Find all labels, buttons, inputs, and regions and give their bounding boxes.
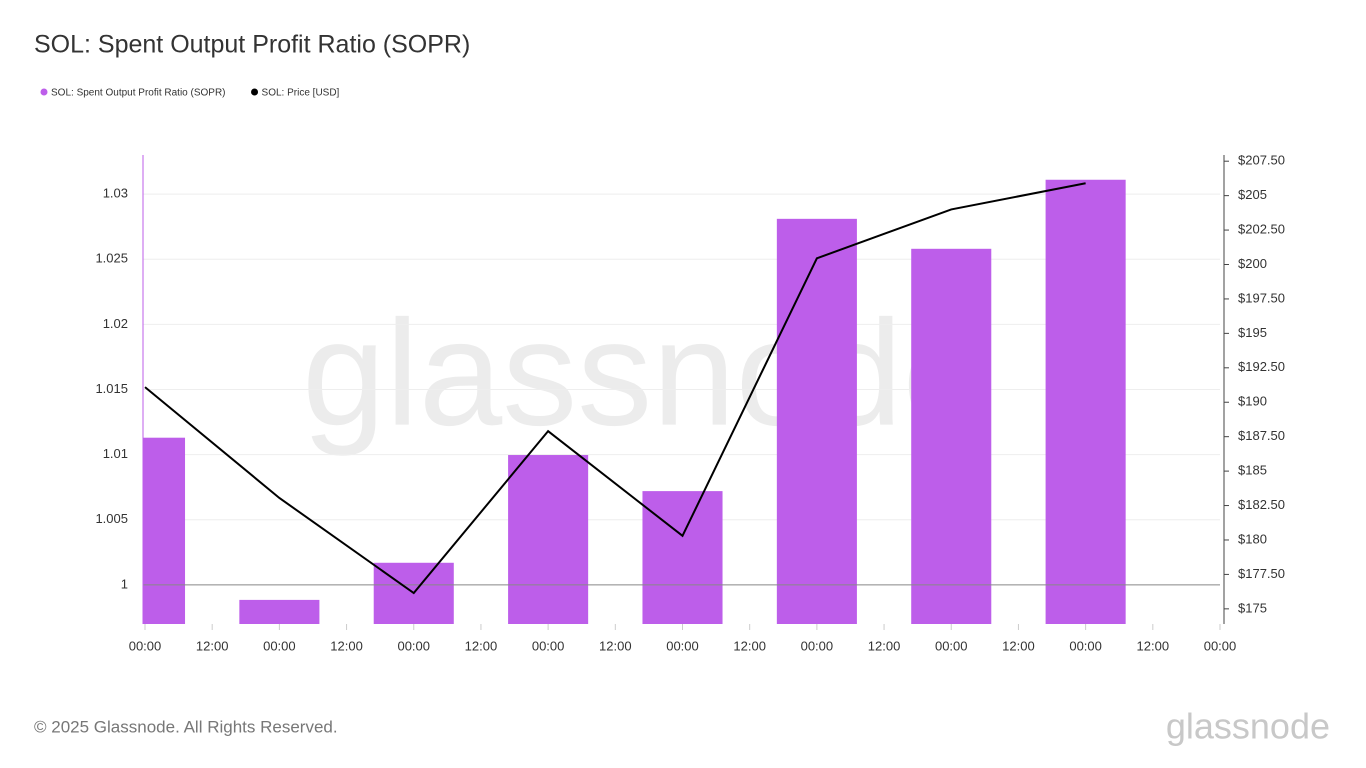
x-tick-label: 12:00 bbox=[465, 638, 498, 653]
x-tick-label: 12:00 bbox=[330, 638, 363, 653]
y-tick-label: 1.015 bbox=[95, 381, 128, 396]
bar bbox=[776, 218, 857, 624]
bar bbox=[508, 455, 589, 624]
y2-tick-label: $187.50 bbox=[1238, 428, 1285, 443]
y2-tick-label: $185 bbox=[1238, 463, 1267, 478]
bar bbox=[1045, 179, 1126, 624]
x-tick-label: 12:00 bbox=[1002, 638, 1035, 653]
y2-tick-label: $205 bbox=[1238, 187, 1267, 202]
bar bbox=[911, 248, 992, 624]
logo: glassnode bbox=[1166, 706, 1330, 747]
y2-tick-label: $192.50 bbox=[1238, 359, 1285, 374]
x-tick-label: 12:00 bbox=[733, 638, 766, 653]
legend-marker bbox=[251, 88, 259, 96]
x-tick-label: 12:00 bbox=[196, 638, 229, 653]
legend-marker bbox=[40, 88, 48, 96]
x-tick-label: 00:00 bbox=[1069, 638, 1102, 653]
y2-tick-label: $207.50 bbox=[1238, 153, 1285, 168]
y2-tick-label: $182.50 bbox=[1238, 497, 1285, 512]
x-tick-label: 00:00 bbox=[532, 638, 565, 653]
x-tick-label: 12:00 bbox=[1137, 638, 1170, 653]
y2-tick-label: $202.50 bbox=[1238, 222, 1285, 237]
y-tick-label: 1.025 bbox=[95, 251, 128, 266]
x-tick-label: 00:00 bbox=[1204, 638, 1237, 653]
chart-title: SOL: Spent Output Profit Ratio (SOPR) bbox=[34, 31, 470, 59]
x-tick-label: 00:00 bbox=[397, 638, 430, 653]
y2-tick-label: $177.50 bbox=[1238, 566, 1285, 581]
y-tick-label: 1.01 bbox=[103, 446, 128, 461]
x-tick-label: 00:00 bbox=[129, 638, 162, 653]
x-tick-label: 00:00 bbox=[935, 638, 968, 653]
bar bbox=[143, 437, 186, 624]
y-tick-label: 1.03 bbox=[103, 186, 128, 201]
y2-tick-label: $200 bbox=[1238, 256, 1267, 271]
x-tick-label: 12:00 bbox=[599, 638, 632, 653]
price-line bbox=[144, 182, 1086, 595]
bar bbox=[642, 491, 723, 624]
y2-tick-label: $195 bbox=[1238, 325, 1267, 340]
copyright: © 2025 Glassnode. All Rights Reserved. bbox=[34, 717, 338, 736]
y2-tick-label: $197.50 bbox=[1238, 290, 1285, 305]
y2-tick-label: $190 bbox=[1238, 394, 1267, 409]
x-tick-label: 00:00 bbox=[263, 638, 296, 653]
watermark: glassnode bbox=[302, 289, 986, 457]
x-tick-label: 12:00 bbox=[868, 638, 901, 653]
y-tick-label: 1.02 bbox=[103, 316, 128, 331]
x-tick-label: 00:00 bbox=[666, 638, 699, 653]
y2-tick-label: $180 bbox=[1238, 531, 1267, 546]
bar bbox=[239, 599, 320, 624]
x-tick-label: 00:00 bbox=[801, 638, 834, 653]
legend: SOL: Spent Output Profit Ratio (SOPR) SOL… bbox=[40, 88, 340, 99]
y2-tick-label: $175 bbox=[1238, 600, 1267, 615]
legend-label: SOL: Price [USD] bbox=[262, 88, 340, 99]
y-tick-label: 1.005 bbox=[95, 511, 128, 526]
y-tick-label: 1 bbox=[121, 576, 128, 591]
legend-label: SOL: Spent Output Profit Ratio (SOPR) bbox=[51, 88, 226, 99]
